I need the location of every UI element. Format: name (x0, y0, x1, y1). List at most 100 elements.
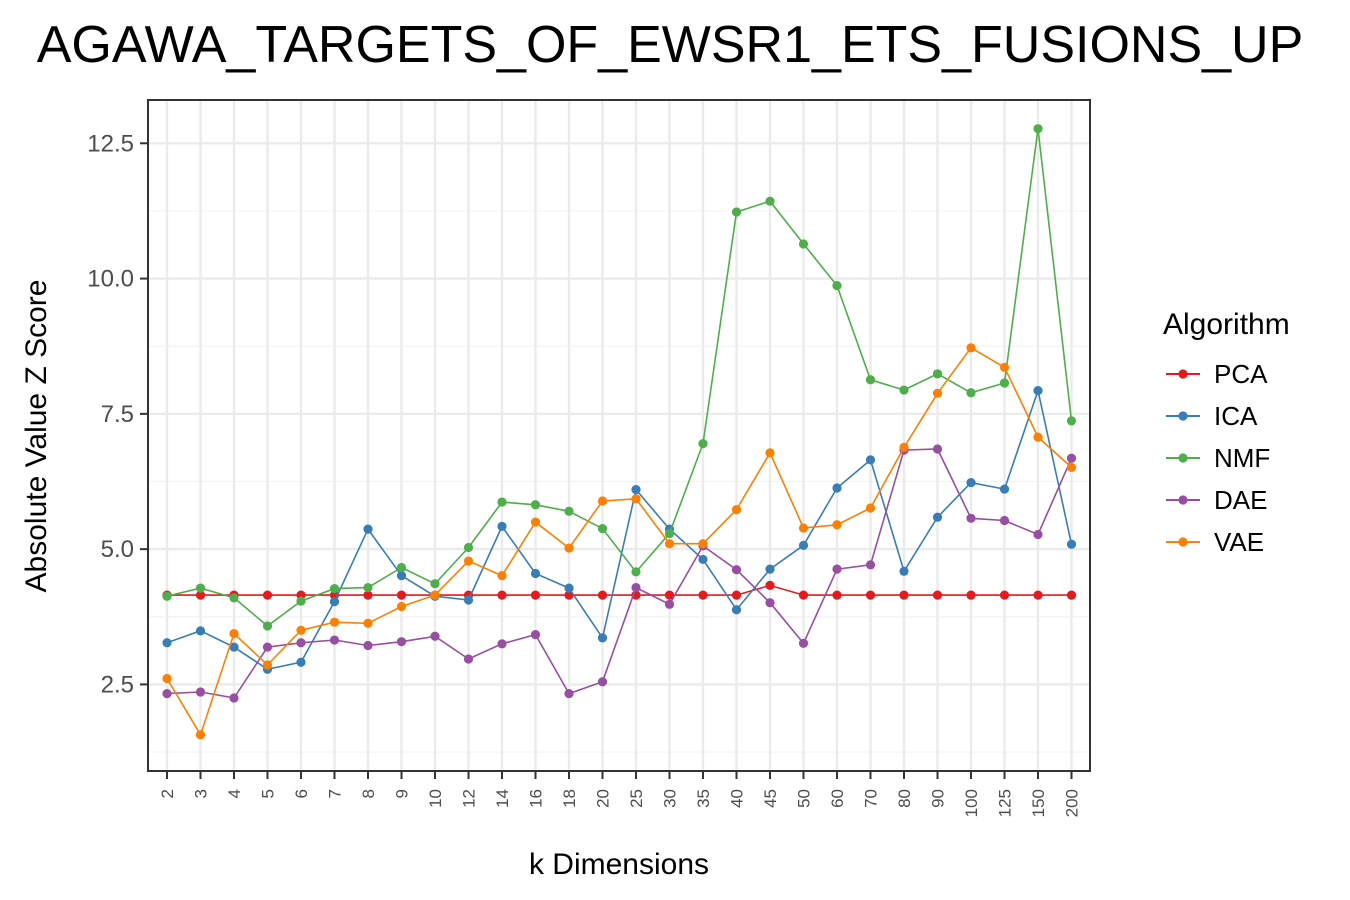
legend-label: VAE (1214, 527, 1264, 557)
data-point-nmf (329, 584, 340, 594)
x-tick-label: 10 (426, 789, 445, 808)
data-point-ica (932, 512, 943, 522)
data-point-ica (229, 642, 239, 652)
data-point-ica (631, 485, 641, 495)
data-point-nmf (564, 506, 574, 516)
legend-item-vae: VAE (1166, 527, 1264, 557)
data-point-dae (229, 693, 239, 703)
data-point-nmf (1066, 416, 1077, 426)
data-point-vae (463, 556, 474, 566)
data-point-dae (396, 637, 407, 647)
x-tick-label: 3 (192, 789, 211, 798)
legend-label: PCA (1214, 359, 1268, 389)
data-point-pca (497, 590, 507, 600)
data-point-ica (999, 484, 1010, 494)
data-point-dae (1033, 529, 1043, 540)
legend-item-pca: PCA (1166, 359, 1268, 389)
data-point-ica (1066, 539, 1077, 549)
x-tick-label: 14 (493, 789, 512, 808)
data-point-dae (530, 630, 541, 640)
data-point-vae (1066, 462, 1077, 473)
data-point-pca (1033, 590, 1043, 600)
legend-item-dae: DAE (1166, 485, 1267, 515)
data-point-nmf (932, 369, 943, 379)
data-point-vae (564, 543, 574, 553)
x-tick-label: 150 (1029, 789, 1048, 817)
data-point-vae (329, 617, 340, 627)
series-vae (162, 343, 1077, 740)
x-tick-label: 2 (158, 789, 177, 798)
data-point-ica (899, 566, 909, 576)
legend-item-nmf: NMF (1166, 443, 1270, 473)
data-point-dae (195, 687, 206, 697)
x-tick-label: 20 (594, 789, 613, 808)
data-point-dae (363, 640, 373, 651)
data-point-pca (530, 590, 541, 600)
data-point-nmf (396, 562, 407, 573)
data-point-vae (162, 673, 172, 684)
data-point-vae (396, 601, 407, 612)
y-tick-label: 5.0 (101, 536, 134, 563)
data-point-pca (731, 590, 742, 600)
data-point-pca (195, 590, 206, 600)
data-point-pca (765, 580, 775, 590)
data-point-pca (597, 590, 608, 600)
y-tick-label: 2.5 (101, 671, 134, 698)
x-tick-label: 7 (326, 789, 345, 798)
legend: Algorithm PCA ICA NMF DAE VAE (1163, 308, 1290, 557)
data-point-nmf (899, 385, 909, 395)
data-point-pca (966, 590, 976, 600)
data-point-nmf (731, 207, 742, 217)
x-tick-label: 100 (962, 789, 981, 817)
data-point-ica (530, 568, 541, 579)
data-point-dae (564, 689, 574, 699)
data-point-vae (1033, 432, 1043, 442)
data-point-vae (765, 448, 775, 458)
y-axis-title: Absolute Value Z Score (20, 280, 53, 593)
x-tick-label: 35 (694, 789, 713, 808)
x-tick-label: 70 (862, 789, 881, 808)
legend-key-point (1178, 495, 1188, 505)
data-point-nmf (497, 497, 507, 507)
data-point-dae (731, 565, 742, 575)
data-point-dae (932, 444, 943, 454)
data-point-pca (664, 590, 675, 600)
data-point-dae (1066, 453, 1077, 463)
legend-key-point (1178, 411, 1188, 421)
data-point-dae (463, 654, 474, 664)
y-axis: 2.5 5.0 7.5 10.0 12.5 (87, 130, 148, 698)
x-tick-label: 12 (460, 789, 479, 808)
data-point-vae (731, 505, 742, 515)
data-point-nmf (363, 582, 373, 593)
data-point-dae (497, 639, 507, 649)
data-point-dae (966, 513, 976, 523)
x-tick-label: 50 (795, 789, 814, 808)
data-point-ica (765, 564, 775, 574)
data-point-nmf (1033, 124, 1043, 134)
x-tick-label: 90 (929, 789, 948, 808)
data-point-pca (865, 590, 876, 600)
y-tick-label: 10.0 (87, 266, 134, 293)
data-point-ica (497, 521, 507, 532)
data-point-vae (530, 517, 541, 527)
chart-title: AGAWA_TARGETS_OF_EWSR1_ETS_FUSIONS_UP (37, 16, 1304, 74)
data-point-nmf (664, 528, 675, 539)
data-point-pca (262, 590, 273, 600)
series-line-vae (166, 346, 1073, 737)
x-tick-label: 6 (292, 789, 311, 798)
data-point-ica (798, 540, 809, 550)
panel-border (147, 99, 1091, 772)
data-point-dae (865, 560, 876, 570)
x-tick-label: 8 (359, 789, 378, 798)
data-point-ica (966, 477, 976, 488)
data-point-ica (564, 583, 574, 593)
data-point-vae (664, 539, 675, 549)
data-point-ica (698, 554, 708, 565)
data-point-vae (497, 571, 507, 581)
data-point-nmf (530, 500, 541, 510)
data-point-vae (430, 590, 440, 600)
data-point-vae (999, 362, 1010, 372)
data-point-ica (597, 633, 608, 643)
data-point-nmf (966, 388, 976, 398)
legend-key-point (1178, 537, 1188, 547)
